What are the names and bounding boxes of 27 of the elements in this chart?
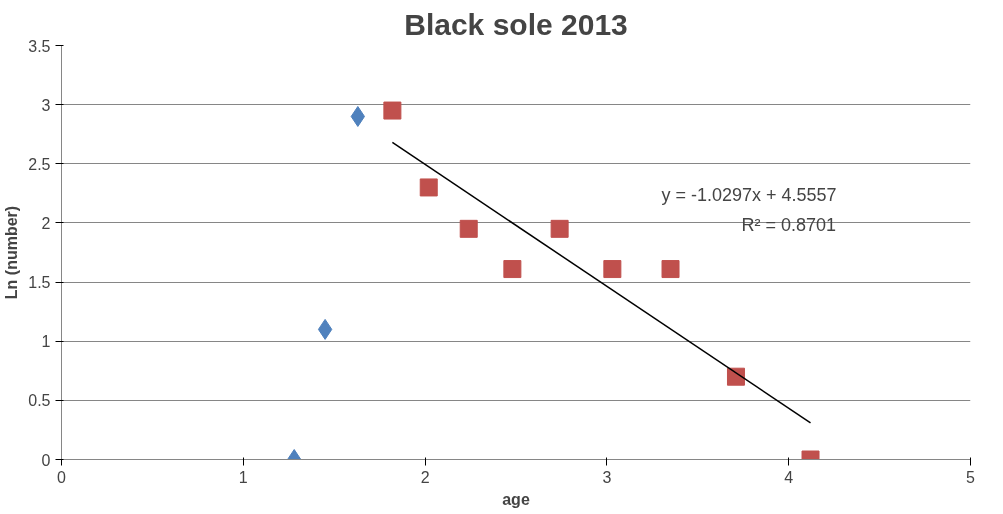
y-tick-label: 2 — [41, 214, 51, 232]
point — [419, 178, 438, 197]
y-tick-label: 0 — [41, 451, 51, 469]
y-tick-label: 2.5 — [28, 155, 51, 173]
annotation: y = -1.0297x + 4.5557 — [661, 184, 837, 205]
point — [503, 260, 522, 279]
x-axis-title: age — [502, 490, 530, 508]
y-tick-label: 0.5 — [28, 392, 51, 410]
x-tick-label: 3 — [602, 468, 612, 486]
point — [550, 219, 569, 238]
y-tick-label: 1.5 — [28, 274, 51, 292]
y-tick-label: 3.5 — [28, 37, 51, 55]
chart-title: Black sole 2013 — [404, 7, 628, 41]
y-tick-label: 3 — [41, 96, 51, 114]
point — [383, 101, 402, 120]
point — [603, 260, 622, 279]
x-tick-label: 5 — [966, 468, 976, 486]
y-axis-title: Ln (number) — [3, 205, 21, 300]
point — [661, 260, 680, 279]
x-tick-label: 2 — [420, 468, 430, 486]
x-tick-label: 4 — [784, 468, 794, 486]
point — [459, 219, 478, 238]
x-tick-label: 0 — [57, 468, 67, 486]
x-tick-label: 1 — [238, 468, 248, 486]
point — [726, 367, 745, 386]
point — [317, 318, 333, 340]
y-tick-label: 1 — [41, 333, 51, 351]
